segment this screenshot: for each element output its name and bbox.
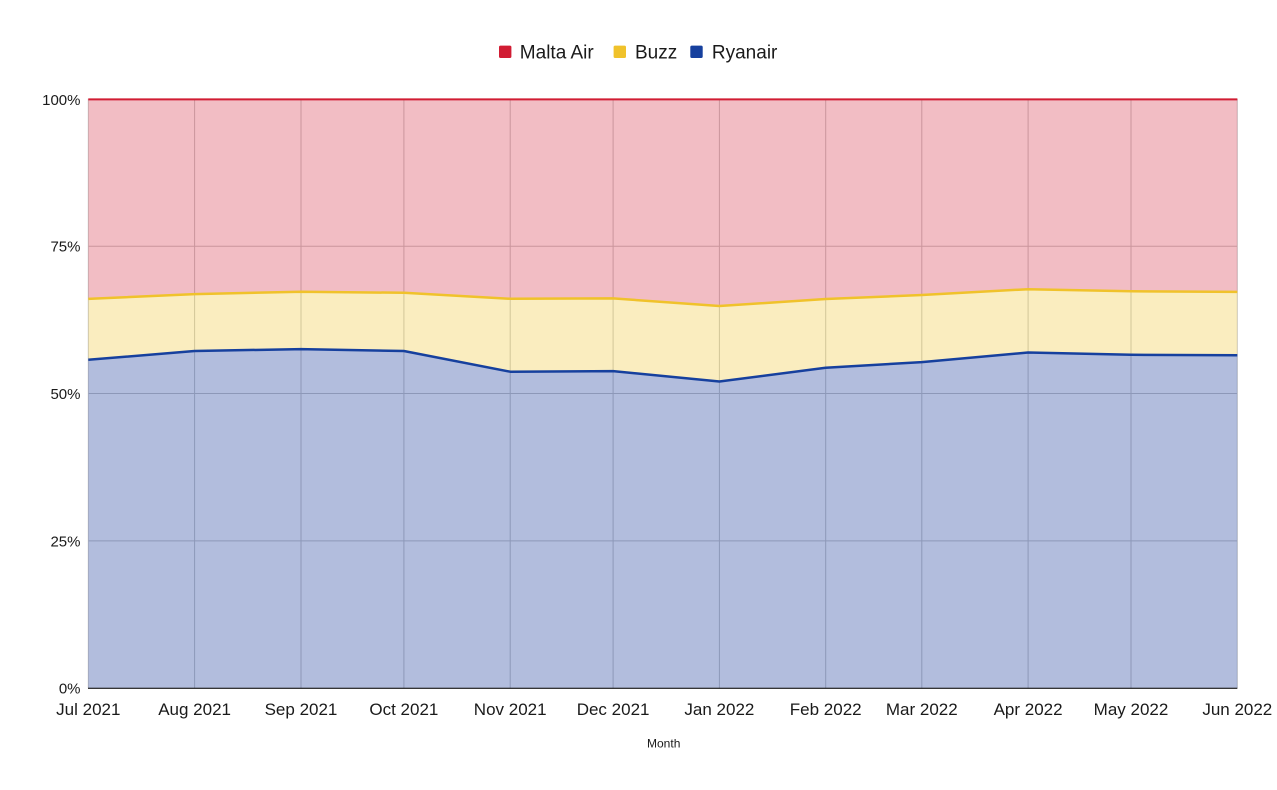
svg-text:Mar 2022: Mar 2022 [886,700,958,719]
svg-text:Apr 2022: Apr 2022 [994,700,1063,719]
svg-text:Jun 2022: Jun 2022 [1202,700,1272,719]
svg-text:Malta Air: Malta Air [520,43,595,64]
svg-text:100%: 100% [42,92,80,109]
svg-text:May 2022: May 2022 [1094,700,1169,719]
svg-text:Oct 2021: Oct 2021 [369,700,438,719]
svg-text:Month: Month [647,737,680,751]
svg-text:Buzz: Buzz [635,43,677,64]
svg-text:Dec 2021: Dec 2021 [577,700,650,719]
svg-text:Sep 2021: Sep 2021 [265,700,338,719]
svg-text:Feb 2022: Feb 2022 [790,700,862,719]
svg-text:0%: 0% [59,681,81,698]
svg-text:Jul 2021: Jul 2021 [56,700,120,719]
svg-text:50%: 50% [50,386,80,403]
svg-text:Aug 2021: Aug 2021 [158,700,231,719]
svg-text:75%: 75% [50,239,80,256]
svg-text:Ryanair: Ryanair [712,43,778,64]
svg-text:25%: 25% [50,533,80,550]
svg-text:Nov 2021: Nov 2021 [474,700,547,719]
svg-text:Jan 2022: Jan 2022 [684,700,754,719]
